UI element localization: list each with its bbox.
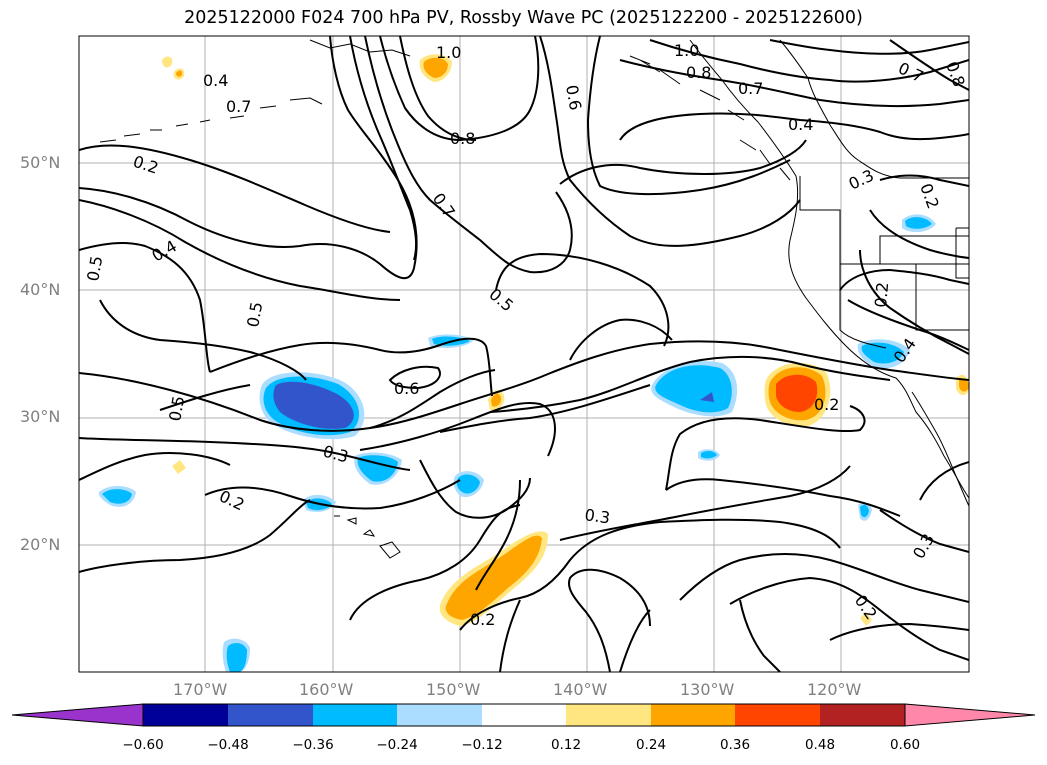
lat-tick-label: 40°N bbox=[20, 280, 61, 299]
contour-label: 0.5 bbox=[165, 394, 188, 422]
lat-tick-label: 20°N bbox=[20, 535, 61, 554]
colorbar-segment bbox=[735, 704, 820, 726]
contour-label: 1.0 bbox=[436, 43, 461, 62]
contour-label: 0.7 bbox=[226, 97, 251, 116]
colorbar-label: 0.60 bbox=[889, 737, 921, 753]
contour-label: 0.8 bbox=[942, 59, 969, 89]
colorbar-label: −0.24 bbox=[376, 737, 418, 753]
negative-anomalies bbox=[98, 214, 936, 672]
map-frame bbox=[78, 35, 970, 673]
contour-label: 0.5 bbox=[243, 300, 266, 328]
lon-tick-label: 140°W bbox=[553, 680, 608, 699]
contour-label: 0.7 bbox=[429, 189, 459, 221]
colorbar-label: −0.12 bbox=[461, 737, 503, 753]
contour-label: 0.8 bbox=[450, 129, 475, 148]
contour-label: 0.5 bbox=[485, 285, 517, 316]
colorbar-segment bbox=[482, 704, 566, 726]
lon-tick-label: 130°W bbox=[680, 680, 735, 699]
colorbar-low-extension bbox=[11, 703, 144, 727]
contour-label: 0.8 bbox=[686, 63, 711, 82]
colorbar-segment bbox=[566, 704, 651, 726]
contour-label: 0.7 bbox=[738, 79, 763, 98]
colorbar-label: 0.24 bbox=[635, 737, 667, 753]
contour-label: 0.2 bbox=[871, 281, 892, 308]
contour-label: 0.2 bbox=[916, 181, 943, 211]
colorbar bbox=[11, 703, 1036, 727]
colorbar-label: 0.36 bbox=[719, 737, 751, 753]
colorbar-label: 0.12 bbox=[550, 737, 582, 753]
positive-anomalies bbox=[162, 54, 969, 626]
contour-labels: 0.4 0.7 0.2 0.4 0.5 0.5 0.5 0.3 0.2 0.6 … bbox=[83, 41, 969, 629]
contour-0.2-north bbox=[79, 144, 391, 233]
contour-label: 0.3 bbox=[321, 442, 351, 467]
colorbar-label: 0.48 bbox=[804, 737, 836, 753]
contour-label: 0.3 bbox=[846, 166, 877, 194]
pv-contours bbox=[79, 36, 969, 672]
contour-label: 0.5 bbox=[83, 254, 106, 282]
contour-label: 0.3 bbox=[583, 505, 611, 527]
lon-tick-label: 160°W bbox=[299, 680, 354, 699]
colorbar-segment bbox=[143, 704, 228, 726]
colorbar-label: −0.48 bbox=[207, 737, 249, 753]
contour-label: 0.4 bbox=[203, 71, 228, 90]
lon-tick-label: 170°W bbox=[173, 680, 228, 699]
contour-label: 0.4 bbox=[788, 115, 813, 134]
colorbar-segment bbox=[651, 704, 735, 726]
lon-tick-label: 150°W bbox=[426, 680, 481, 699]
lat-tick-label: 50°N bbox=[20, 153, 61, 172]
colorbar-label: −0.36 bbox=[292, 737, 334, 753]
contour-label: 0.2 bbox=[851, 591, 881, 623]
lat-tick-label: 30°N bbox=[20, 407, 61, 426]
contour-label: 0.2 bbox=[814, 395, 839, 414]
contour-label: 0.3 bbox=[909, 530, 938, 562]
contour-label: 1.0 bbox=[674, 41, 699, 60]
contour-label: 0.4 bbox=[149, 236, 181, 265]
contour-label: 0.6 bbox=[394, 379, 419, 398]
map-title: 2025122000 F024 700 hPa PV, Rossby Wave … bbox=[184, 8, 863, 28]
colorbar-segment bbox=[228, 704, 313, 726]
contour-label: 0.2 bbox=[131, 152, 161, 178]
colorbar-high-extension bbox=[904, 703, 1036, 727]
lon-tick-label: 120°W bbox=[807, 680, 862, 699]
colorbar-segment bbox=[313, 704, 397, 726]
coastlines bbox=[99, 39, 969, 559]
contour-label: 0.6 bbox=[562, 83, 585, 111]
colorbar-label: −0.60 bbox=[122, 737, 164, 753]
colorbar-segment bbox=[397, 704, 482, 726]
colorbar-segment bbox=[820, 704, 905, 726]
contour-label: 0.2 bbox=[470, 610, 495, 629]
